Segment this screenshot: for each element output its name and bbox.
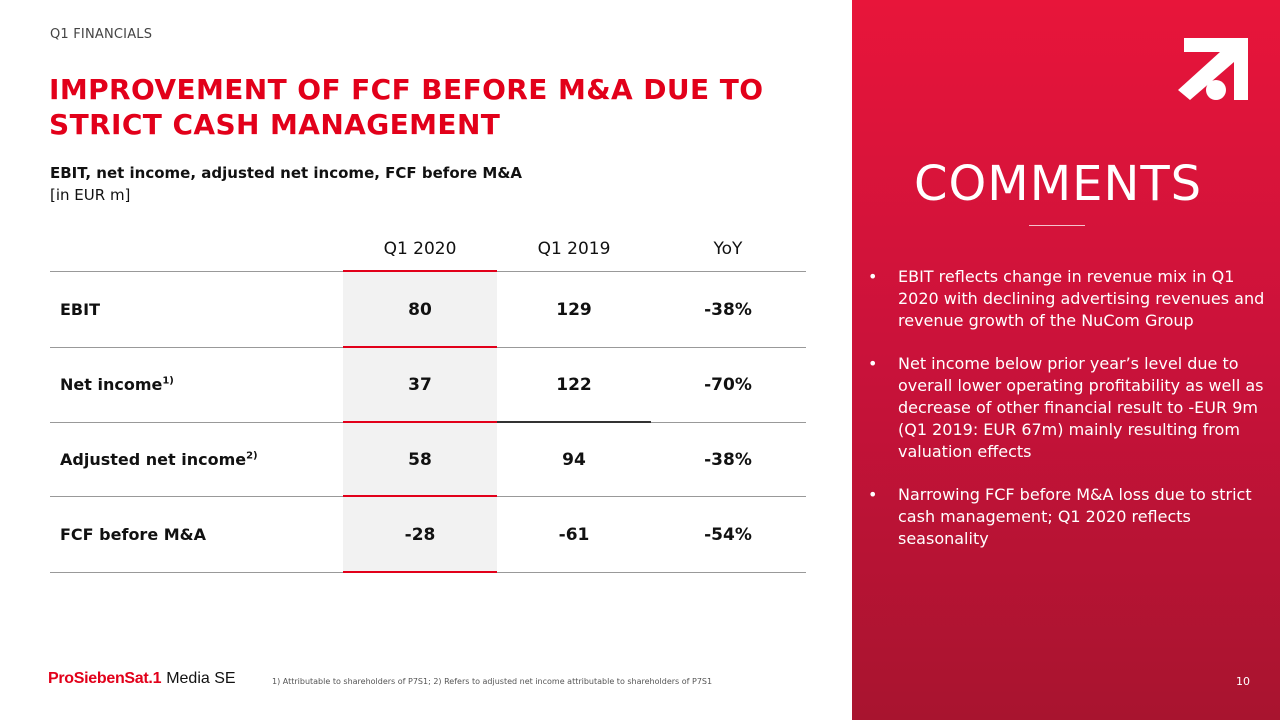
cell-q1-2019: 122 [556, 375, 592, 395]
comments-panel: COMMENTS • EBIT reflects change in revenu… [852, 0, 1280, 720]
table-row: FCF before M&A -28 -61 -54% [50, 498, 806, 572]
table-divider-accent [343, 421, 497, 423]
table-subtitle: EBIT, net income, adjusted net income, F… [50, 164, 523, 182]
page-title: IMPROVEMENT OF FCF BEFORE M&A DUE TO STR… [49, 73, 764, 141]
list-item: • Net income below prior year’s level due… [868, 354, 1264, 461]
column-header-yoy: YoY [713, 239, 743, 259]
cell-q1-2019: 94 [562, 450, 586, 470]
table-divider-accent [343, 495, 497, 497]
table-unit: [in EUR m] [50, 186, 131, 204]
cell-yoy: -38% [704, 450, 752, 470]
logo-brand-text: ProSiebenSat.1 [48, 670, 162, 687]
cell-q1-2019: -61 [558, 525, 590, 545]
table-divider-accent [343, 346, 497, 348]
table-row: Adjusted net income2) 58 94 -38% [50, 423, 806, 497]
bullet-icon: • [868, 485, 878, 504]
company-logo: ProSiebenSat.1 Media SE [48, 668, 236, 690]
row-label: EBIT [60, 300, 100, 319]
row-label: FCF before M&A [60, 525, 206, 544]
bullet-icon: • [868, 354, 878, 373]
cell-yoy: -54% [704, 525, 752, 545]
page-number: 10 [1236, 675, 1250, 688]
cell-q1-2020: -28 [404, 525, 436, 545]
row-label: Adjusted net income2) [60, 450, 258, 469]
column-header-q1-2020: Q1 2020 [383, 239, 457, 259]
comments-divider [1029, 225, 1085, 226]
main-content: Q1 FINANCIALS IMPROVEMENT OF FCF BEFORE … [48, 27, 806, 690]
cell-q1-2020: 80 [408, 300, 432, 320]
cell-q1-2020: 37 [408, 375, 432, 395]
prosieben-logo-icon [1178, 38, 1248, 100]
comments-list: • EBIT reflects change in revenue mix in … [868, 266, 1268, 571]
bullet-icon: • [868, 267, 878, 286]
list-item: • Narrowing FCF before M&A loss due to st… [868, 485, 1252, 548]
table-divider-accent [343, 270, 497, 272]
table-row: EBIT 80 129 -38% [50, 273, 806, 347]
column-header-q1-2019: Q1 2019 [537, 239, 611, 259]
cell-yoy: -70% [704, 375, 752, 395]
row-label: Net income1) [60, 375, 174, 394]
table-row: Net income1) 37 122 -70% [50, 348, 806, 422]
cell-yoy: -38% [704, 300, 752, 320]
section-kicker: Q1 FINANCIALS [50, 27, 153, 42]
logo-suffix-text: Media SE [166, 670, 236, 687]
table-divider-accent [343, 571, 497, 573]
footnote: 1) Attributable to shareholders of P7S1;… [272, 677, 713, 686]
comments-heading: COMMENTS [914, 156, 1203, 212]
table-divider-dark [497, 421, 651, 423]
cell-q1-2020: 58 [408, 450, 432, 470]
list-item: • EBIT reflects change in revenue mix in … [868, 267, 1265, 330]
cell-q1-2019: 129 [556, 300, 592, 320]
